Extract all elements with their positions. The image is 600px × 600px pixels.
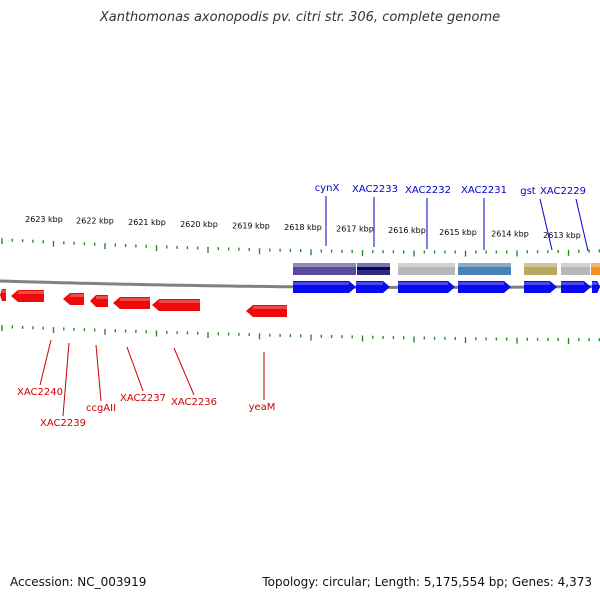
genome-summary-text: Topology: circular; Length: 5,175,554 bp… — [262, 575, 592, 589]
forward-gene-arrow — [524, 281, 557, 293]
forward-gene-shine — [524, 282, 550, 285]
ruler-label: 2623 kbp — [25, 215, 63, 224]
ruler-label: 2613 kbp — [543, 231, 581, 240]
ruler-label: 2619 kbp — [232, 221, 270, 230]
reverse-gene-shine — [159, 300, 200, 303]
cog-bar — [591, 263, 600, 275]
reverse-gene-label: ccgAII — [86, 403, 116, 414]
forward-gene-label: XAC2229 — [540, 186, 586, 197]
reverse-gene-arrow — [63, 293, 84, 305]
cog-bar-highlight — [458, 263, 511, 267]
reverse-gene-arrow — [90, 295, 108, 307]
forward-gene-label: XAC2233 — [352, 184, 398, 195]
reverse-gene-arrow — [11, 290, 44, 302]
forward-gene-arrow — [293, 281, 356, 293]
ruler-label: 2622 kbp — [76, 217, 114, 226]
cog-bar — [293, 263, 356, 275]
reverse-gene-arrow — [152, 299, 200, 311]
reverse-gene-leader — [95, 344, 102, 402]
ruler-label: 2614 kbp — [491, 229, 529, 238]
reverse-strand-genes — [0, 289, 287, 317]
ruler-label: 2617 kbp — [336, 225, 374, 234]
genome-title: Xanthomonas axonopodis pv. citri str. 30… — [99, 10, 501, 25]
ruler-label: 2618 kbp — [284, 223, 322, 232]
reverse-gene-shine — [253, 306, 287, 309]
cog-bar-highlight — [524, 263, 557, 267]
forward-gene-shine — [293, 282, 349, 285]
forward-gene-leader — [539, 198, 553, 251]
ruler-label: 2620 kbp — [180, 220, 218, 229]
forward-gene-label: cynX — [315, 183, 340, 194]
cog-bar — [458, 263, 511, 275]
forward-strand-genes — [293, 281, 600, 293]
ruler-label: 2615 kbp — [439, 228, 477, 237]
cog-bar-highlight — [591, 263, 600, 267]
reverse-gene-arrow — [0, 289, 6, 301]
reverse-gene-leader — [39, 339, 52, 386]
accession-text: Accession: NC_003919 — [10, 575, 147, 589]
forward-gene-label: XAC2231 — [461, 185, 507, 196]
reverse-gene-label: XAC2237 — [120, 393, 166, 404]
cog-bar-highlight — [357, 263, 390, 267]
reverse-gene-shine — [120, 298, 150, 301]
cog-bar — [524, 263, 557, 275]
reverse-gene-shine — [18, 291, 44, 294]
reverse-gene-label: yeaM — [249, 402, 276, 413]
forward-gene-shine — [458, 282, 504, 285]
reverse-gene-shine — [2, 290, 6, 293]
forward-gene-arrow — [561, 281, 591, 293]
cog-bar-highlight — [398, 263, 455, 267]
forward-gene-leader — [575, 198, 589, 252]
reverse-gene-shine — [70, 294, 84, 297]
ruler-ticks-top — [1, 238, 600, 257]
cog-bar — [398, 263, 455, 275]
forward-gene-arrow — [592, 281, 600, 293]
forward-gene-shine — [592, 282, 598, 285]
reverse-gene-leader — [173, 347, 195, 396]
forward-gene-arrow — [356, 281, 390, 293]
reverse-gene-leader — [62, 342, 70, 417]
forward-gene-arrow — [398, 281, 455, 293]
reverse-gene-leader — [126, 346, 144, 392]
cog-bar — [561, 263, 590, 275]
ruler-label: 2621 kbp — [128, 218, 166, 227]
cog-bar-highlight — [293, 263, 356, 267]
forward-gene-shine — [398, 282, 448, 285]
ruler-label: 2616 kbp — [388, 226, 426, 235]
reverse-gene-label: XAC2240 — [17, 387, 63, 398]
cog-bar-highlight — [561, 263, 590, 267]
forward-gene-shine — [356, 282, 383, 285]
reverse-gene-label: XAC2236 — [171, 397, 217, 408]
reverse-gene-arrow — [113, 297, 150, 309]
ruler-ticks-bottom — [1, 325, 600, 345]
cog-bar-stripe — [357, 267, 390, 270]
forward-gene-label: gst — [520, 186, 536, 197]
forward-gene-shine — [561, 282, 584, 285]
forward-gene-label: XAC2232 — [405, 185, 451, 196]
reverse-gene-label: XAC2239 — [40, 418, 86, 429]
forward-gene-arrow — [458, 281, 511, 293]
reverse-gene-shine — [96, 296, 108, 299]
forward-gene-labels: cynX XAC2233 XAC2232 XAC2231 gst XAC2229 — [315, 183, 589, 252]
ruler-labels: 2623 kbp 2622 kbp 2621 kbp 2620 kbp 2619 kbp… — [25, 215, 581, 240]
cog-category-row — [293, 263, 600, 275]
reverse-gene-arrow — [246, 305, 287, 317]
